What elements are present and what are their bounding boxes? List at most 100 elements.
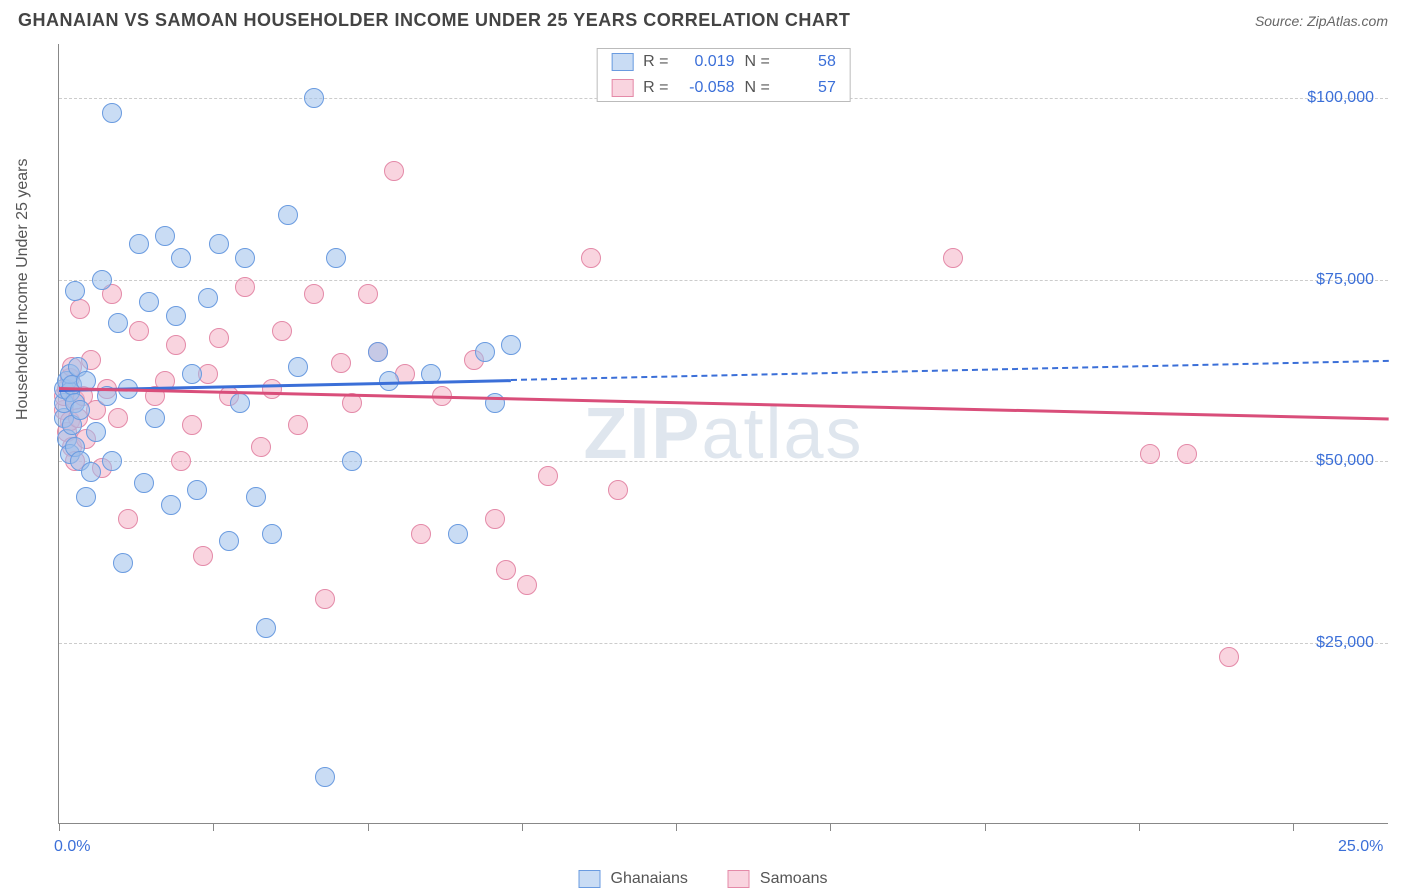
trendline-samoans	[59, 387, 1389, 420]
point-samoans	[1219, 647, 1239, 667]
x-tick	[213, 823, 214, 831]
y-axis-label: Householder Income Under 25 years	[14, 159, 32, 420]
point-ghanaians	[108, 313, 128, 333]
point-ghanaians	[171, 248, 191, 268]
header: GHANAIAN VS SAMOAN HOUSEHOLDER INCOME UN…	[0, 0, 1406, 37]
legend-item-a: Ghanaians	[579, 870, 688, 888]
point-samoans	[943, 248, 963, 268]
y-tick-label: $75,000	[1316, 271, 1374, 289]
y-tick-label: $50,000	[1316, 452, 1374, 470]
swatch-a-icon	[579, 870, 601, 888]
x-tick	[1293, 823, 1294, 831]
point-samoans	[581, 248, 601, 268]
point-ghanaians	[102, 103, 122, 123]
point-samoans	[272, 321, 292, 341]
point-ghanaians	[187, 480, 207, 500]
point-ghanaians	[198, 288, 218, 308]
point-ghanaians	[70, 400, 90, 420]
point-samoans	[193, 546, 213, 566]
point-samoans	[209, 328, 229, 348]
series-legend: Ghanaians Samoans	[579, 870, 828, 888]
point-samoans	[304, 284, 324, 304]
point-samoans	[118, 509, 138, 529]
r-value-a: 0.019	[679, 53, 735, 71]
x-tick	[368, 823, 369, 831]
point-samoans	[70, 299, 90, 319]
source-attribution: Source: ZipAtlas.com	[1255, 13, 1388, 29]
point-ghanaians	[288, 357, 308, 377]
point-ghanaians	[113, 553, 133, 573]
point-ghanaians	[134, 473, 154, 493]
point-ghanaians	[304, 88, 324, 108]
x-tick	[676, 823, 677, 831]
point-samoans	[235, 277, 255, 297]
stats-row-b: R = -0.058 N = 57	[597, 75, 850, 101]
r-value-b: -0.058	[679, 79, 735, 97]
point-samoans	[384, 161, 404, 181]
stats-legend: R = 0.019 N = 58 R = -0.058 N = 57	[596, 48, 851, 102]
chart-plot-area: ZIPatlas R = 0.019 N = 58 R = -0.058 N =…	[58, 44, 1388, 824]
chart-title: GHANAIAN VS SAMOAN HOUSEHOLDER INCOME UN…	[18, 10, 850, 31]
point-ghanaians	[81, 462, 101, 482]
point-ghanaians	[230, 393, 250, 413]
y-tick-label: $100,000	[1307, 89, 1374, 107]
point-samoans	[262, 379, 282, 399]
point-ghanaians	[219, 531, 239, 551]
point-samoans	[1177, 444, 1197, 464]
gridline	[59, 280, 1388, 281]
point-ghanaians	[129, 234, 149, 254]
point-ghanaians	[65, 281, 85, 301]
point-samoans	[108, 408, 128, 428]
swatch-a-icon	[611, 53, 633, 71]
point-samoans	[171, 451, 191, 471]
point-ghanaians	[448, 524, 468, 544]
y-tick-label: $25,000	[1316, 634, 1374, 652]
point-ghanaians	[342, 451, 362, 471]
point-ghanaians	[315, 767, 335, 787]
n-label-a: N =	[745, 53, 770, 71]
point-samoans	[166, 335, 186, 355]
x-tick	[522, 823, 523, 831]
x-axis-min-label: 0.0%	[54, 838, 90, 856]
point-ghanaians	[278, 205, 298, 225]
point-ghanaians	[86, 422, 106, 442]
point-samoans	[288, 415, 308, 435]
x-axis-max-label: 25.0%	[1338, 838, 1383, 856]
point-ghanaians	[182, 364, 202, 384]
point-ghanaians	[102, 451, 122, 471]
swatch-b-icon	[728, 870, 750, 888]
point-ghanaians	[166, 306, 186, 326]
x-tick	[59, 823, 60, 831]
point-ghanaians	[139, 292, 159, 312]
point-samoans	[496, 560, 516, 580]
r-label-a: R =	[643, 53, 668, 71]
point-samoans	[129, 321, 149, 341]
legend-item-b: Samoans	[728, 870, 828, 888]
legend-label-a: Ghanaians	[611, 870, 688, 888]
trendline-ghanaians-extrapolated	[511, 360, 1389, 381]
point-samoans	[411, 524, 431, 544]
point-ghanaians	[235, 248, 255, 268]
point-ghanaians	[92, 270, 112, 290]
point-ghanaians	[76, 487, 96, 507]
point-ghanaians	[145, 408, 165, 428]
x-tick	[985, 823, 986, 831]
point-samoans	[358, 284, 378, 304]
x-tick	[830, 823, 831, 831]
n-label-b: N =	[745, 79, 770, 97]
point-ghanaians	[209, 234, 229, 254]
point-ghanaians	[262, 524, 282, 544]
point-samoans	[251, 437, 271, 457]
swatch-b-icon	[611, 79, 633, 97]
point-samoans	[331, 353, 351, 373]
point-samoans	[1140, 444, 1160, 464]
point-ghanaians	[475, 342, 495, 362]
n-value-a: 58	[780, 53, 836, 71]
legend-label-b: Samoans	[760, 870, 828, 888]
point-samoans	[538, 466, 558, 486]
point-samoans	[182, 415, 202, 435]
point-samoans	[315, 589, 335, 609]
point-ghanaians	[246, 487, 266, 507]
point-samoans	[608, 480, 628, 500]
point-ghanaians	[155, 226, 175, 246]
